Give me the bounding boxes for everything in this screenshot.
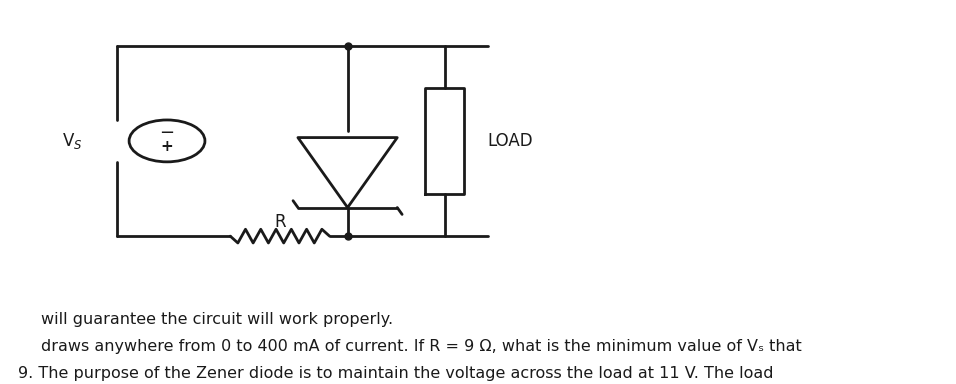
Text: R: R bbox=[274, 213, 286, 231]
Text: −: − bbox=[160, 124, 175, 142]
Text: will guarantee the circuit will work properly.: will guarantee the circuit will work pro… bbox=[40, 312, 393, 327]
Text: 9. The purpose of the Zener diode is to maintain the voltage across the load at : 9. The purpose of the Zener diode is to … bbox=[18, 366, 773, 381]
Text: +: + bbox=[161, 139, 173, 154]
Text: LOAD: LOAD bbox=[487, 132, 532, 150]
Text: V$_S$: V$_S$ bbox=[62, 131, 82, 151]
Text: draws anywhere from 0 to 400 mA of current. If R = 9 Ω, what is the minimum valu: draws anywhere from 0 to 400 mA of curre… bbox=[40, 339, 801, 354]
